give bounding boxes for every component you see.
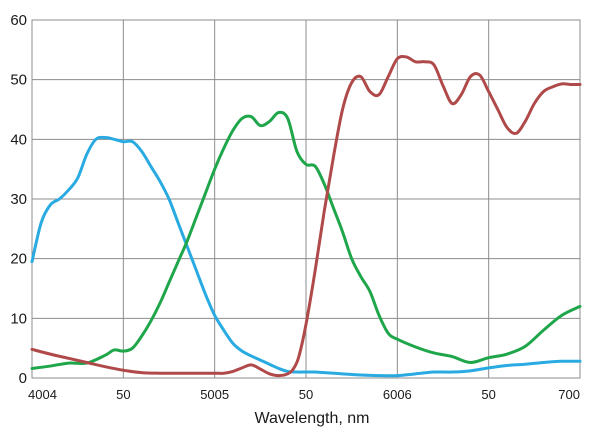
x-tick-labels: 4004 50 5005 50 6006 50 700	[28, 387, 580, 402]
series-layer	[30, 54, 582, 378]
x-tick-label: 5005	[200, 387, 229, 402]
x-tick-label: 50	[299, 387, 313, 402]
y-tick-label: 10	[10, 310, 27, 327]
y-tick-label: 40	[10, 131, 27, 148]
y-tick-label: 50	[10, 72, 27, 89]
plot-frame	[31, 19, 581, 379]
series-line-3	[30, 54, 582, 378]
y-tick-label: 60	[10, 12, 27, 29]
x-tick-label: 50	[116, 387, 130, 402]
x-tick-label: 6006	[383, 387, 412, 402]
x-axis-title: Wavelength, nm	[254, 410, 369, 427]
y-tick-label: 0	[19, 370, 27, 387]
y-tick-labels: 0 10 20 30 40 50 60	[10, 12, 27, 387]
y-tick-label: 20	[10, 251, 27, 268]
series-line-2	[30, 110, 582, 370]
x-tick-label: 700	[558, 387, 580, 402]
x-tick-label: 50	[481, 387, 495, 402]
x-tick-label: 4004	[28, 387, 57, 402]
y-tick-label: 30	[10, 191, 27, 208]
series-line-1	[30, 135, 582, 378]
